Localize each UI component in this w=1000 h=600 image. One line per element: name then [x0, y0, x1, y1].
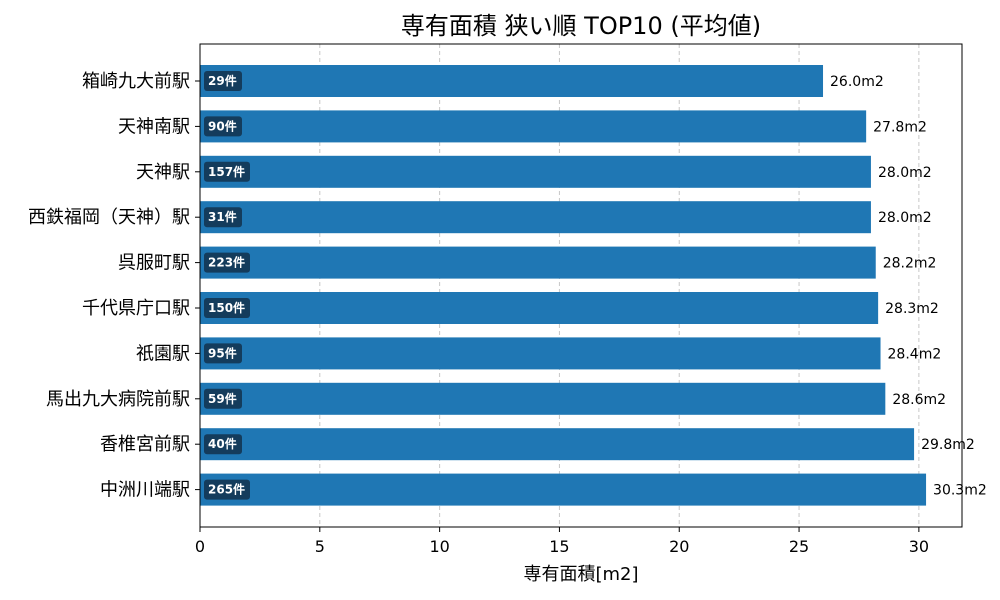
count-label: 265件: [208, 482, 245, 497]
count-badge: [204, 207, 242, 228]
y-axis: 箱崎九大前駅天神南駅天神駅西鉄福岡（天神）駅呉服町駅千代県庁口駅祇園駅馬出九大病…: [28, 71, 200, 501]
category-label: 天神駅: [136, 162, 190, 183]
count-badge: [204, 298, 250, 318]
value-label: 28.2m2: [883, 256, 937, 272]
category-label: 祇園駅: [136, 343, 190, 364]
category-label: 千代県庁口駅: [82, 298, 190, 319]
count-badge: [204, 161, 250, 182]
value-label: 30.3m2: [933, 483, 987, 499]
bar: [200, 65, 824, 97]
chart-title: 専有面積 狭い順 TOP10 (平均値): [401, 12, 761, 40]
x-tick-label: 5: [315, 537, 325, 556]
value-label: 29.8m2: [921, 437, 975, 453]
count-badge: [204, 71, 242, 91]
count-label: 157件: [208, 164, 245, 179]
count-label: 29件: [208, 73, 237, 88]
category-label: 箱崎九大前駅: [82, 71, 190, 92]
bars-layer: 26.0m2 29件 27.8m2 90件 28.0m2 157件 28.0m2 31件 28.…: [200, 65, 987, 506]
category-label: 天神南駅: [118, 116, 190, 137]
count-label: 150件: [208, 300, 245, 315]
x-tick-label: 25: [789, 537, 809, 556]
value-label: 28.3m2: [885, 301, 939, 317]
count-badge: [204, 434, 242, 455]
x-axis-label: 専有面積[m2]: [523, 564, 638, 585]
x-tick-label: 20: [669, 537, 689, 556]
count-label: 223件: [208, 255, 245, 270]
count-badge: [204, 388, 242, 409]
bar: [200, 292, 879, 324]
bar: [200, 110, 867, 143]
count-label: 90件: [208, 118, 237, 133]
value-label: 28.0m2: [878, 210, 932, 226]
category-label: 西鉄福岡（天神）駅: [28, 207, 190, 228]
value-label: 27.8m2: [873, 119, 927, 135]
bar: [200, 246, 876, 279]
bar: [200, 337, 881, 370]
bar: [200, 155, 871, 188]
x-tick-label: 15: [549, 537, 569, 556]
category-label: 馬出九大病院前駅: [46, 389, 190, 410]
plot-frame: [199, 43, 963, 528]
x-tick-label: 10: [429, 537, 449, 556]
count-label: 95件: [208, 345, 237, 360]
count-badge: [204, 479, 250, 500]
category-label: 中洲川端駅: [100, 480, 190, 501]
count-label: 40件: [208, 436, 237, 451]
x-axis: 0 5 10 15 20 25 30: [195, 527, 929, 556]
category-label: 呉服町駅: [118, 253, 190, 274]
bar: [200, 428, 915, 461]
value-label: 26.0m2: [830, 74, 884, 90]
count-badge: [204, 116, 242, 137]
x-tick-label: 30: [909, 537, 929, 556]
count-badge: [204, 343, 242, 364]
x-tick-label: 0: [195, 537, 205, 556]
category-label: 香椎宮前駅: [100, 434, 190, 455]
value-label: 28.4m2: [888, 346, 942, 362]
value-label: 28.0m2: [878, 165, 932, 181]
bar: [200, 473, 927, 506]
count-badge: [204, 252, 250, 273]
bar: [200, 201, 871, 234]
count-label: 59件: [208, 391, 237, 406]
count-label: 31件: [208, 209, 237, 224]
value-label: 28.6m2: [892, 392, 946, 408]
bar: [200, 382, 886, 415]
